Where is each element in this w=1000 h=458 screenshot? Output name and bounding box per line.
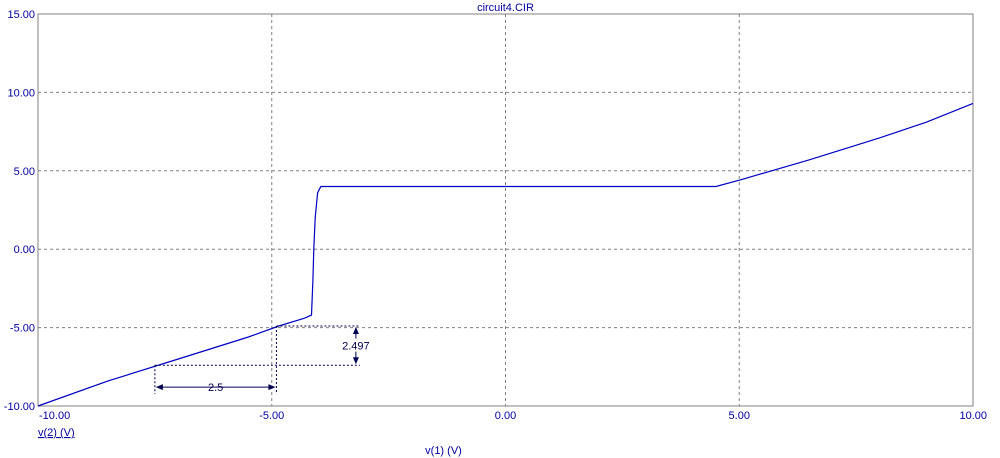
y-tick-label: 15.00 [7,9,35,21]
dimension-label-horizontal: 2.5 [208,382,223,394]
series-line-1 [37,102,974,407]
annotation-layer: 2.5 2.497 [154,325,372,395]
dimension-label-vertical: 2.497 [342,341,370,353]
dimension-label-background [339,338,372,352]
grid-layer [38,14,973,406]
y-tick-label: 5.00 [14,166,35,178]
dimension-arrowhead-right [268,384,276,391]
tick-label-layer: 15.00 10.00 5.00 0.00 -5.00 -10.00 -10.00 -5.00… [4,9,987,422]
x-tick-label: 0.00 [495,410,516,422]
y-tick-label: 0.00 [14,244,35,256]
x-tick-label: 5.00 [729,410,750,422]
dimension-arrowhead-bottom [352,357,359,365]
y-tick-label: 10.00 [7,87,35,99]
x-tick-label: -10.00 [39,410,70,422]
x-tick-label: -5.00 [259,410,284,422]
x-tick-label: 10.00 [959,410,987,422]
y-tick-label: -10.00 [4,401,35,413]
y-axis-label[interactable]: v(2) (V) [38,427,75,439]
chart-title: circuit4.CIR [477,2,534,14]
dimension-arrowhead-left [155,384,163,391]
dimension-arrowhead-top [352,327,359,335]
plot-frame [37,13,974,407]
series-layer [37,102,974,407]
x-axis-label: v(1) (V) [425,445,462,457]
y-tick-label: -5.00 [10,323,35,335]
